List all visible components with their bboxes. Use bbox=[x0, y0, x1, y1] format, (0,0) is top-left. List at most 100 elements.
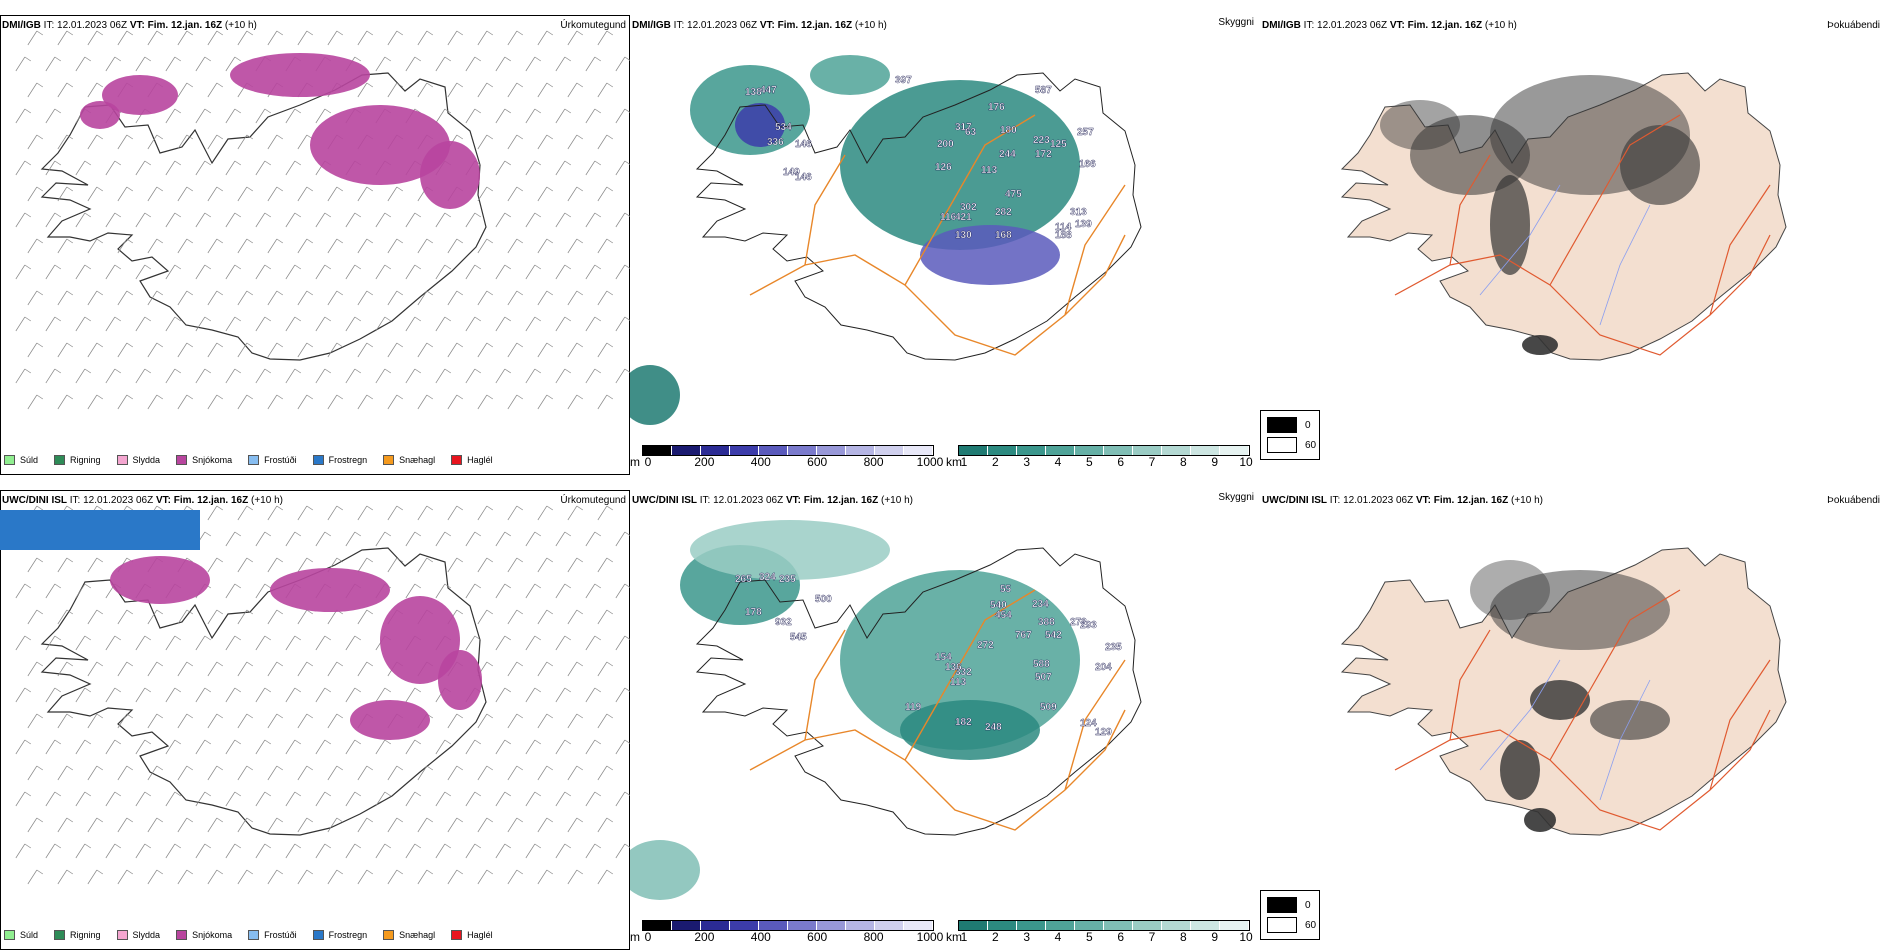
wind-barb bbox=[285, 531, 296, 547]
roads bbox=[749, 589, 1126, 831]
wind-barb bbox=[237, 869, 248, 885]
wind-barb bbox=[537, 394, 548, 410]
wind-barb bbox=[345, 531, 356, 547]
wind-barb bbox=[405, 531, 416, 547]
wind-barb bbox=[375, 368, 386, 384]
wind-barb bbox=[297, 30, 308, 46]
colorbar-cell bbox=[643, 921, 672, 930]
wind-barb-flag bbox=[156, 869, 164, 875]
wind-barb-flag bbox=[516, 869, 524, 875]
wind-barb-flag bbox=[306, 394, 314, 400]
wind-barb bbox=[147, 290, 158, 306]
wind-barb bbox=[405, 791, 416, 807]
wind-barb-flag bbox=[66, 557, 74, 563]
wind-barb bbox=[597, 82, 608, 98]
wind-barb-flag bbox=[396, 557, 404, 563]
wind-barb bbox=[207, 713, 218, 729]
wind-barb-flag bbox=[606, 290, 614, 296]
visibility-label: 166 bbox=[1079, 159, 1096, 170]
wind-barb-flag bbox=[126, 134, 134, 140]
wind-barb bbox=[435, 531, 446, 547]
colorbar-cell bbox=[788, 446, 817, 455]
model-name: UWC/DINI ISL bbox=[1262, 495, 1327, 506]
wind-barb bbox=[315, 531, 326, 547]
wind-barb-flag bbox=[216, 869, 224, 875]
wind-barb bbox=[225, 212, 236, 228]
wind-barb bbox=[177, 869, 188, 885]
wind-barb-flag bbox=[246, 713, 254, 719]
wind-barb-flag bbox=[456, 869, 464, 875]
wind-barb-flag bbox=[66, 290, 74, 296]
legend-label: Rigning bbox=[70, 930, 101, 940]
wind-barb bbox=[297, 557, 308, 573]
wind-barb bbox=[117, 342, 128, 358]
wind-barb-flag bbox=[474, 368, 482, 374]
wind-barb-flag bbox=[24, 160, 32, 166]
wind-barb bbox=[495, 531, 506, 547]
wind-barb bbox=[15, 56, 26, 72]
wind-barb-flag bbox=[54, 635, 62, 641]
wind-barb bbox=[267, 557, 278, 573]
wind-barb bbox=[315, 687, 326, 703]
wind-barb bbox=[465, 368, 476, 384]
wind-barb bbox=[255, 687, 266, 703]
wind-barb-flag bbox=[276, 238, 284, 244]
snow-areas bbox=[0, 510, 482, 740]
colorbar-cell bbox=[672, 446, 701, 455]
wind-barb bbox=[207, 82, 218, 98]
wind-barb-flag bbox=[486, 661, 494, 667]
wind-barb bbox=[447, 394, 458, 410]
wind-barb-flag bbox=[96, 713, 104, 719]
wind-barb bbox=[525, 264, 536, 280]
wind-barb bbox=[267, 394, 278, 410]
wind-barb-flag bbox=[294, 160, 302, 166]
wind-barb bbox=[285, 687, 296, 703]
wind-barb-flag bbox=[234, 108, 242, 114]
wind-barb-flag bbox=[576, 82, 584, 88]
wind-barb bbox=[297, 765, 308, 781]
wind-barb-flag bbox=[114, 791, 122, 797]
wind-barb-flag bbox=[174, 160, 182, 166]
wind-barb bbox=[525, 56, 536, 72]
wind-barb bbox=[237, 290, 248, 306]
wind-barb-flag bbox=[534, 212, 542, 218]
wind-barb-flag bbox=[414, 843, 422, 849]
wind-barb bbox=[327, 30, 338, 46]
wind-barb-flag bbox=[624, 56, 630, 61]
colorbar-cell bbox=[959, 446, 988, 455]
legend-label: Slydda bbox=[132, 930, 161, 940]
wind-barb bbox=[477, 394, 488, 410]
wind-barb-flag bbox=[276, 186, 284, 192]
wind-barb-flag bbox=[624, 635, 630, 640]
model-name: DMI/IGB bbox=[632, 20, 671, 31]
wind-barb bbox=[297, 186, 308, 202]
field-name: Úrkomutegund bbox=[560, 20, 626, 31]
init-time: IT: 12.01.2023 06Z bbox=[1303, 20, 1388, 31]
wind-barb-flag bbox=[624, 160, 630, 165]
visibility-label: 124 bbox=[1080, 718, 1097, 729]
wind-barb-flag bbox=[264, 316, 272, 322]
wind-barb bbox=[267, 30, 278, 46]
wind-barb bbox=[195, 108, 206, 124]
wind-barb-flag bbox=[234, 531, 242, 537]
wind-barb-flag bbox=[84, 212, 92, 218]
wind-barb-flag bbox=[366, 342, 374, 348]
precip-map bbox=[15, 30, 630, 410]
wind-barb-flag bbox=[354, 531, 362, 537]
wind-barb bbox=[417, 342, 428, 358]
wind-barb bbox=[135, 843, 146, 859]
visibility-label: 125 bbox=[1050, 139, 1067, 150]
colorbar-tick: 200 bbox=[694, 455, 715, 469]
wind-barb-flag bbox=[294, 843, 302, 849]
wind-barb bbox=[285, 635, 296, 651]
wind-barb bbox=[615, 264, 626, 280]
wind-barb-flag bbox=[474, 316, 482, 322]
field-name: Þokuábendi bbox=[1827, 495, 1880, 506]
wind-barb-flag bbox=[96, 394, 104, 400]
wind-barb-flag bbox=[384, 531, 392, 537]
colorbar-cell bbox=[701, 921, 730, 930]
wind-barb bbox=[75, 56, 86, 72]
colorbar-cell bbox=[1046, 446, 1075, 455]
wind-barb bbox=[207, 30, 218, 46]
